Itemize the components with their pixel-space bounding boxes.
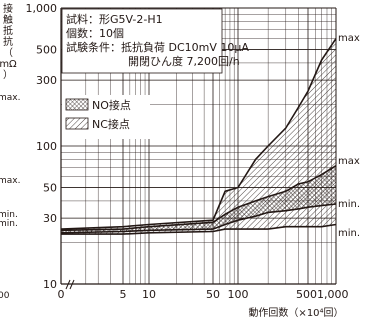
left-side-label: max. bbox=[0, 176, 20, 186]
right-side-label: min. bbox=[338, 199, 360, 210]
legend-swatch bbox=[65, 117, 89, 130]
axes bbox=[60, 7, 337, 290]
x-tick-label: 50 bbox=[206, 288, 220, 301]
y-tick-label: 10 bbox=[43, 278, 57, 291]
y-tick-label: 1,000 bbox=[26, 2, 58, 15]
right-side-label: min. bbox=[338, 228, 360, 239]
x-tick-label: 5 bbox=[120, 288, 127, 301]
left-side-label: max. bbox=[0, 93, 20, 103]
left-side-label: min. bbox=[0, 210, 18, 220]
y-tick-label: 30 bbox=[43, 212, 57, 225]
y-tick-label: 500 bbox=[36, 44, 57, 57]
annotation-line: 試験条件：抵抗負荷 DC10mV 10μA bbox=[66, 40, 249, 54]
legend-label: NO接点 bbox=[92, 99, 131, 112]
axis-break-mark bbox=[65, 279, 71, 290]
nc-min-line bbox=[61, 223, 337, 235]
y-axis-label-char: ） bbox=[3, 69, 13, 81]
legend-label: NC接点 bbox=[92, 118, 130, 131]
y-axis-label-char: 接 bbox=[3, 2, 13, 15]
annotation-line: 開閉ひん度 7,200回/h bbox=[128, 54, 240, 68]
right-side-label: max bbox=[338, 33, 360, 44]
no-contact-band bbox=[61, 165, 336, 233]
legend-swatch bbox=[65, 98, 89, 111]
left-side-label: 00 bbox=[0, 291, 10, 301]
y-axis-label-char: （ bbox=[3, 47, 13, 59]
x-tick-label: 5001,000 bbox=[296, 288, 349, 301]
y-axis-label-char: mΩ bbox=[0, 59, 17, 70]
legend: NO接点 NC接点 bbox=[62, 95, 150, 139]
x-tick-label: 10 bbox=[142, 288, 156, 301]
left-side-label: min. bbox=[0, 219, 18, 229]
x-tick-label: 100 bbox=[228, 288, 249, 301]
nc-contact-band bbox=[61, 38, 336, 235]
y-axis-label-char: 触 bbox=[3, 13, 13, 26]
nc-max-line bbox=[60, 38, 337, 230]
data-areas bbox=[60, 38, 337, 235]
annotation-box bbox=[61, 8, 223, 74]
y-tick-label: 300 bbox=[36, 74, 57, 87]
y-tick-label: 100 bbox=[36, 140, 57, 153]
right-side-label: max bbox=[338, 156, 360, 167]
no-min-line bbox=[60, 203, 337, 234]
x-tick-label: 0 bbox=[58, 288, 65, 301]
x-axis-label: 動作回数（×10⁴回） bbox=[248, 306, 343, 319]
annotation-line: 個数：10個 bbox=[66, 27, 124, 40]
no-max-line bbox=[60, 165, 337, 232]
annotation-line: 試料：形G5V-2-H1 bbox=[66, 12, 163, 26]
y-tick-label: 50 bbox=[43, 182, 57, 195]
y-axis-label-char: 抵 bbox=[3, 24, 13, 37]
axis-break-mark bbox=[69, 279, 75, 290]
y-axis-label-char: 抗 bbox=[3, 35, 13, 48]
